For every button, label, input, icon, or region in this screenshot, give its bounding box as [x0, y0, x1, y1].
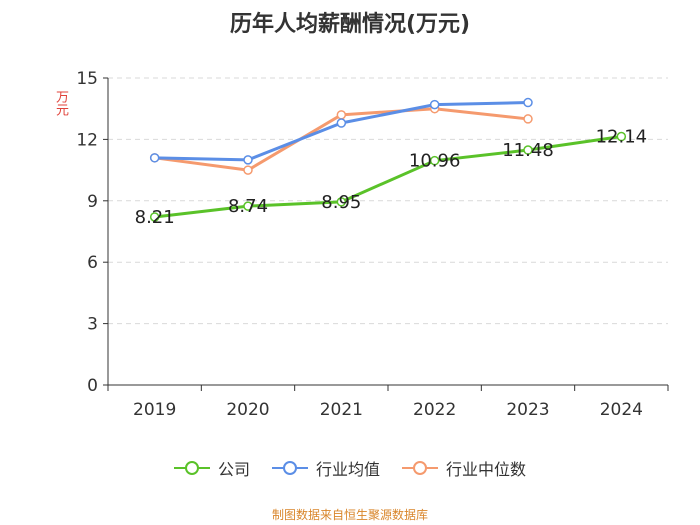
data-point: [336, 110, 347, 120]
y-tick-label: 0: [87, 376, 98, 396]
y-tick-label: 12: [76, 130, 98, 150]
y-tick-label: 6: [87, 253, 98, 273]
x-tick-label: 2024: [600, 400, 643, 420]
data-point: [243, 165, 253, 175]
data-point: [149, 212, 160, 222]
x-tick-label: 2023: [506, 400, 549, 420]
data-point: [616, 131, 627, 142]
y-tick-label: 3: [87, 315, 98, 335]
y-tick-label: 9: [87, 192, 98, 212]
data-point: [523, 114, 533, 124]
data-label: 8.21: [135, 207, 175, 228]
legend-label-company: 公司: [217, 460, 250, 479]
data-label: 12.14: [596, 127, 648, 148]
data-point: [336, 118, 347, 128]
series-line-0: [154, 135, 622, 219]
data-point: [149, 153, 160, 163]
legend-item-company[interactable]: 公司: [173, 456, 250, 480]
x-tick-label: 2020: [226, 400, 269, 420]
data-point: [243, 155, 253, 165]
data-label: 8.95: [321, 192, 361, 213]
data-point: [523, 97, 533, 108]
legend-item-industry-mean[interactable]: 行业均值: [271, 456, 380, 480]
y-tick-label: 15: [76, 69, 98, 89]
data-point: [243, 201, 253, 211]
legend-marker-company: [173, 461, 210, 475]
data-point: [336, 197, 347, 207]
data-point: [429, 99, 440, 110]
data-label: 8.74: [228, 196, 268, 217]
legend-label-industry-mean: 行业均值: [315, 460, 380, 479]
x-tick-label: 2021: [320, 400, 363, 420]
legend-marker-industry-median: [402, 461, 438, 475]
data-label: 11.48: [502, 140, 554, 161]
source-note: 制图数据来自恒生聚源数据库: [271, 508, 428, 522]
y-axis-label: 万元: [53, 90, 68, 116]
x-tick-label: 2019: [133, 400, 176, 420]
data-point: [523, 145, 533, 155]
data-label: 10.96: [409, 151, 461, 172]
legend-item-industry-median[interactable]: 行业中位数: [402, 456, 526, 480]
legend-label-industry-median: 行业中位数: [446, 460, 527, 479]
legend: 公司 行业均值 行业中位数: [0, 456, 700, 480]
x-tick-label: 2022: [413, 400, 456, 420]
data-point: [429, 155, 440, 166]
legend-marker-industry-mean: [271, 461, 308, 475]
chart-title: 历年人均薪酬情况(万元): [229, 12, 471, 37]
